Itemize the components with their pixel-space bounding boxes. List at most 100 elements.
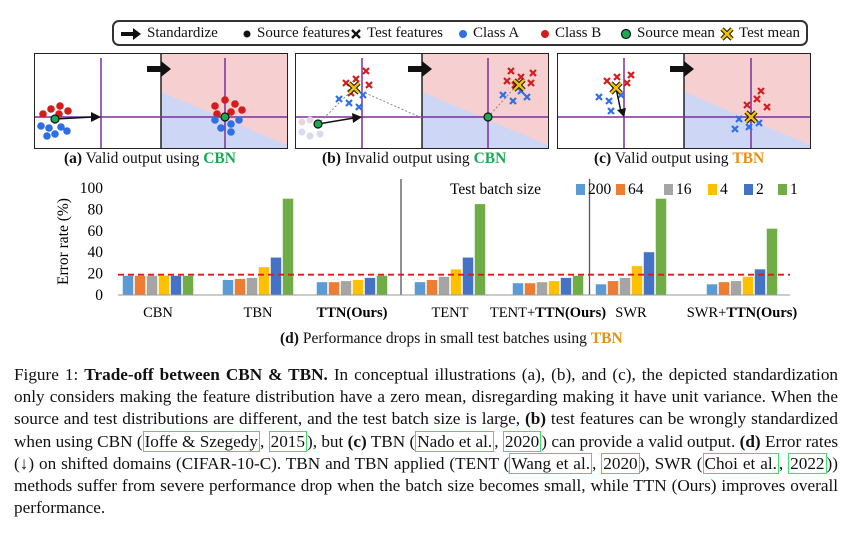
panel-b-illustration	[296, 54, 548, 148]
bar	[512, 283, 524, 295]
caption-d-text: Performance drops in small test batches …	[298, 330, 591, 347]
bar	[572, 275, 584, 295]
panel-c	[557, 53, 811, 149]
citation-year: 2020	[603, 453, 638, 473]
citation-link[interactable]: 2020	[601, 452, 640, 474]
bar	[352, 280, 364, 295]
bar	[134, 275, 146, 295]
caption-b-text: Invalid output using	[340, 150, 474, 167]
caption-text: In conceptual illustrations (a), (b), an…	[14, 365, 839, 429]
figure-caption-paragraph: Figure 1: Trade-off between CBN & TBN. I…	[14, 364, 838, 519]
citation-link[interactable]: 2022	[788, 452, 827, 474]
y-tick-label: 100	[80, 180, 104, 197]
bar	[122, 275, 134, 295]
bar	[742, 276, 754, 295]
bar	[560, 277, 572, 295]
citation-year: 2015	[270, 431, 305, 451]
citation-author: Choi et al.	[704, 453, 777, 473]
bar	[364, 277, 376, 295]
bar	[754, 269, 766, 295]
y-tick-label: 40	[88, 244, 104, 261]
bar	[706, 284, 718, 295]
legend-label: Test features	[367, 25, 443, 41]
caption-d-prefix: (d)	[280, 330, 299, 347]
legend-item-source-mean: Source mean	[620, 25, 715, 42]
legend-label: Standardize	[147, 25, 218, 41]
citation-sep: ,	[494, 431, 503, 451]
bar	[158, 275, 170, 295]
blue-dot-icon	[459, 29, 467, 38]
citation-link[interactable]: 2020	[502, 430, 542, 452]
caption-c-text: Valid output using	[611, 150, 733, 167]
legend: Standardize Source features Test feature…	[112, 20, 808, 46]
bar	[340, 281, 352, 295]
bar	[414, 282, 426, 295]
bar	[548, 281, 560, 295]
caption-c: (c) Valid output using TBN	[594, 150, 764, 168]
chart-legend-label: 16	[676, 181, 692, 198]
panel-a-illustration	[35, 54, 287, 148]
citation-link[interactable]: Nado et al.	[415, 430, 495, 452]
caption-text: TBN (	[366, 431, 416, 451]
citation-link[interactable]: Choi et al.	[702, 452, 779, 474]
bar	[270, 257, 282, 295]
citation-link[interactable]: Ioffe & Szegedy	[142, 430, 260, 452]
caption-ref-d: (d)	[739, 431, 761, 451]
bar	[450, 269, 462, 295]
citation-year: 2020	[504, 431, 540, 451]
caption-a: (a) Valid output using CBN	[64, 150, 236, 168]
bar	[766, 228, 778, 295]
y-axis-label: Error rate (%)	[55, 198, 72, 285]
chart-legend-label: 64	[628, 181, 644, 198]
bar	[376, 275, 388, 295]
chart-legend-label: 2	[756, 181, 764, 198]
chart-legend-swatch	[664, 184, 673, 195]
citation-year: 2022	[790, 453, 825, 473]
bar	[474, 204, 486, 295]
y-tick-label: 0	[95, 287, 103, 304]
bar	[607, 281, 619, 295]
chart-legend-label: 1	[790, 181, 798, 198]
bar	[282, 198, 294, 295]
bar	[619, 277, 631, 295]
legend-item-standardize: Standardize	[120, 25, 218, 42]
category-label: TENT+TTN(Ours)	[490, 305, 606, 321]
figure-caption: Figure 1: Trade-off between CBN & TBN. I…	[14, 364, 838, 519]
caption-d: (d) Performance drops in small test batc…	[280, 330, 623, 348]
caption-a-text: Valid output using	[82, 150, 204, 167]
citation-link[interactable]: Wang et al.	[509, 452, 593, 474]
figure-title: Trade-off between CBN & TBN.	[84, 365, 328, 384]
legend-label: Source features	[257, 25, 350, 41]
chart-legend-label: 4	[720, 181, 728, 198]
bar	[462, 257, 474, 295]
bar	[182, 275, 194, 295]
legend-label: Class B	[555, 25, 602, 41]
citation-author: Nado et al.	[417, 431, 493, 451]
citation-sep: ,	[259, 431, 269, 451]
bar	[258, 267, 270, 295]
chart-legend-swatch	[708, 184, 717, 195]
caption-c-method: TBN	[732, 150, 765, 167]
bar	[524, 283, 536, 295]
legend-label: Source mean	[637, 25, 715, 41]
citation-sep: ,	[592, 453, 602, 473]
chart-legend-title: Test batch size	[450, 181, 541, 198]
category-label: CBN	[143, 305, 173, 321]
citation-author: Ioffe & Szegedy	[144, 431, 258, 451]
x-mark-icon	[351, 28, 361, 39]
legend-item-class-b: Class B	[540, 25, 601, 42]
y-tick-label: 20	[88, 266, 104, 283]
legend-item-class-a: Class A	[458, 25, 519, 42]
bar	[426, 280, 438, 295]
error-rate-chart: Error rate (%) 0 20 40 60 80 100 CBN TBN TTN(Ours…	[55, 179, 798, 321]
caption-text: ), but	[306, 431, 348, 451]
chart-legend-swatch	[576, 184, 585, 195]
yellow-x-icon	[720, 26, 734, 41]
legend-label: Test mean	[739, 25, 801, 41]
caption-text: test features can be wrongly standardize…	[14, 409, 838, 451]
citation-sep: ,	[778, 453, 789, 473]
bar	[246, 277, 258, 295]
citation-link[interactable]: 2015	[268, 430, 307, 452]
bar	[595, 284, 607, 295]
arrow-icon	[121, 27, 141, 40]
